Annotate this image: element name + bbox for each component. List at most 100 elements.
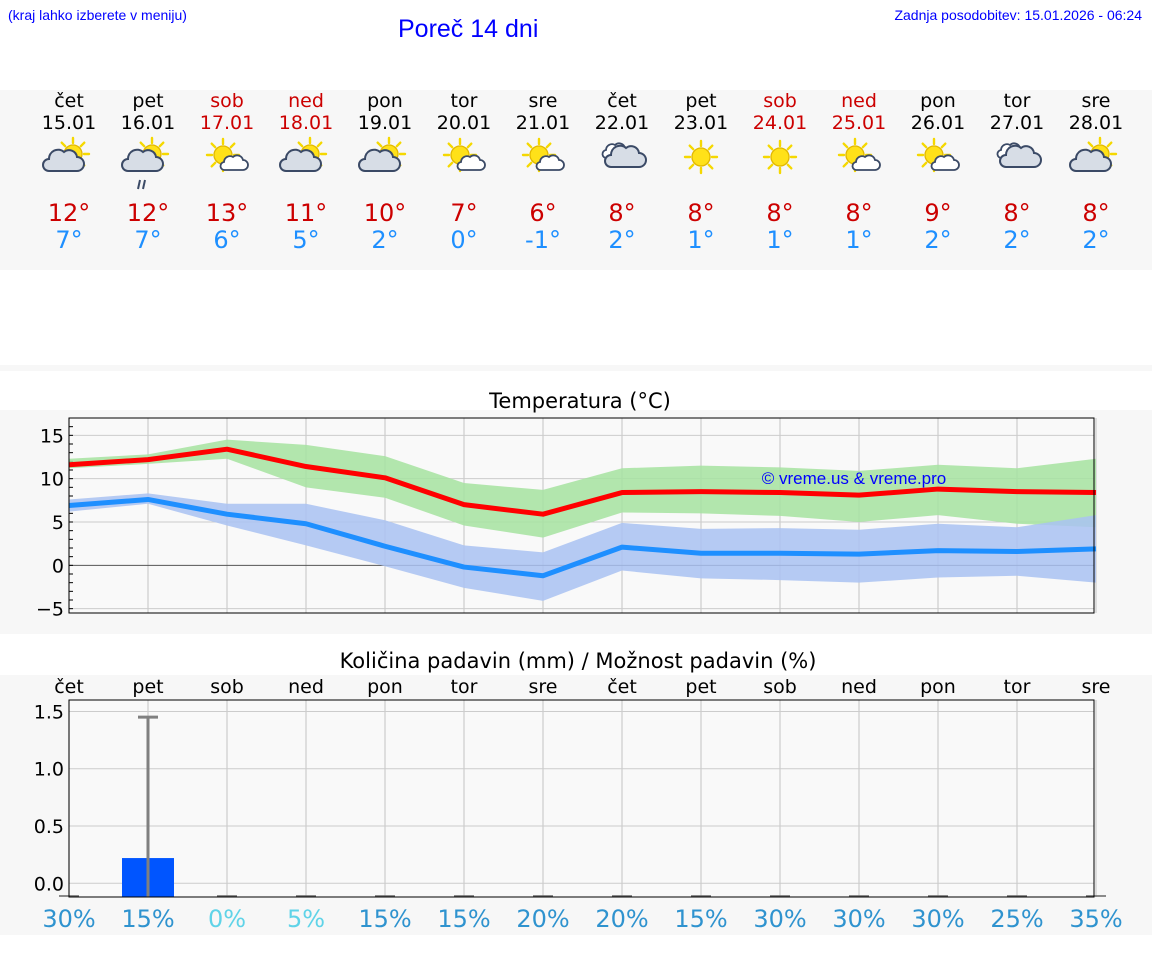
precipitation-probability-label: 5% (287, 905, 325, 933)
day-date: 17.01 (200, 112, 254, 134)
min-temp-label: 2° (924, 226, 951, 254)
precipitation-probability-label: 20% (595, 905, 648, 933)
cloudy-icon (996, 142, 1042, 168)
precipitation-probability-label: 20% (516, 905, 569, 933)
precipitation-ytick-label: 0.5 (34, 816, 64, 838)
min_range-band (69, 493, 1096, 601)
max-temp-label: 9° (924, 199, 951, 227)
day-date: 26.01 (911, 112, 965, 134)
precipitation-xtick-label: sob (210, 676, 244, 698)
precipitation-probability-label: 30% (753, 905, 806, 933)
max-temp-label: 8° (608, 199, 635, 227)
day-date: 27.01 (990, 112, 1044, 134)
day-date: 21.01 (516, 112, 570, 134)
day-name: čet (607, 90, 637, 112)
temperature-plot-frame (68, 417, 1095, 614)
day-date: 25.01 (832, 112, 886, 134)
min-temp-label: 6° (213, 226, 240, 254)
min-temp-label: 2° (608, 226, 635, 254)
precipitation-xtick-label: tor (1004, 676, 1031, 698)
min-temp-label: 2° (371, 226, 398, 254)
precipitation-xtick-label: tor (451, 676, 478, 698)
precipitation-xtick-label: čet (607, 676, 637, 698)
min-temp-label: 5° (292, 226, 319, 254)
day-date: 24.01 (753, 112, 807, 134)
max-temp-label: 7° (450, 199, 477, 227)
precipitation-xtick-label: pon (367, 676, 403, 698)
min-temp-label: 0° (450, 226, 477, 254)
min-temp-label: 7° (55, 226, 82, 254)
sun-small-cloud-icon (521, 137, 565, 173)
precipitation-probability-label: 30% (832, 905, 885, 933)
max-temp-label: 8° (1003, 199, 1030, 227)
day-name: pet (132, 90, 163, 112)
precipitation-probability-label: 15% (358, 905, 411, 933)
day-name: sob (763, 90, 797, 112)
day-date: 16.01 (121, 112, 175, 134)
sun-small-cloud-icon (916, 137, 960, 173)
sun-icon (762, 139, 798, 175)
day-date: 20.01 (437, 112, 491, 134)
precipitation-xtick-label: pet (685, 676, 716, 698)
max-temp-label: 8° (687, 199, 714, 227)
temperature-ytick-label: 15 (40, 425, 64, 447)
sun-cloud-icon (279, 136, 328, 172)
precipitation-xtick-label: ned (841, 676, 877, 698)
max-temp-label: 12° (127, 199, 170, 227)
day-name: sob (210, 90, 244, 112)
day-name: ned (288, 90, 324, 112)
precipitation-probability-label: 15% (121, 905, 174, 933)
day-name: tor (451, 90, 478, 112)
min-temp-label: 2° (1003, 226, 1030, 254)
precipitation-probability-label: 0% (208, 905, 246, 933)
location-hint: (kraj lahko izberete v meniju) (8, 7, 187, 23)
min-temp-label: 1° (845, 226, 872, 254)
precipitation-ytick-label: 1.0 (34, 759, 64, 781)
max-temp-label: 8° (845, 199, 872, 227)
cloudy-icon (601, 142, 647, 168)
spacer-panel (0, 365, 1152, 371)
min-temp-label: 1° (766, 226, 793, 254)
precipitation-xtick-label: sob (763, 676, 797, 698)
max-temp-label: 10° (364, 199, 407, 227)
rain-drop (137, 179, 141, 190)
sun-cloud-icon (42, 136, 91, 172)
precipitation-probability-label: 15% (674, 905, 727, 933)
precipitation-xtick-label: ned (288, 676, 324, 698)
precipitation-probability-label: 15% (437, 905, 490, 933)
sun-cloud-icon (1069, 136, 1118, 172)
day-name: tor (1004, 90, 1031, 112)
max-temp-label: 8° (1082, 199, 1109, 227)
temperature-ytick-label: 0 (52, 555, 64, 577)
precipitation-probability-label: 35% (1069, 905, 1122, 933)
day-date: 15.01 (42, 112, 96, 134)
precipitation-plot-frame (68, 699, 1095, 898)
min-temp-label: 7° (134, 226, 161, 254)
precipitation-probability-label: 30% (911, 905, 964, 933)
day-date: 28.01 (1069, 112, 1123, 134)
max_range-band (69, 439, 1096, 538)
sun-small-cloud-icon (442, 137, 486, 173)
max-temp-label: 13° (206, 199, 249, 227)
day-date: 23.01 (674, 112, 728, 134)
precipitation-plot-area (69, 700, 1094, 897)
precipitation-xtick-label: sre (529, 676, 558, 698)
max-temperature-line (68, 446, 1097, 517)
precipitation-ytick-label: 1.5 (34, 701, 64, 723)
forecast-panel (0, 90, 1152, 270)
precipitation-probability-label: 30% (42, 905, 95, 933)
day-name: pon (367, 90, 403, 112)
precipitation-probability-label: 25% (990, 905, 1043, 933)
day-name: pon (920, 90, 956, 112)
last-updated: Zadnja posodobitev: 15.01.2026 - 06:24 (894, 7, 1142, 23)
sun-small-cloud-icon (205, 137, 249, 173)
min-temp-label: -1° (525, 226, 561, 254)
day-name: pet (685, 90, 716, 112)
precipitation-chart-title: Količina padavin (mm) / Možnost padavin … (340, 649, 817, 673)
max-temp-label: 12° (48, 199, 91, 227)
page-title: Poreč 14 dni (398, 15, 539, 43)
precipitation-xtick-label: pet (132, 676, 163, 698)
sun-icon (683, 139, 719, 175)
day-name: ned (841, 90, 877, 112)
